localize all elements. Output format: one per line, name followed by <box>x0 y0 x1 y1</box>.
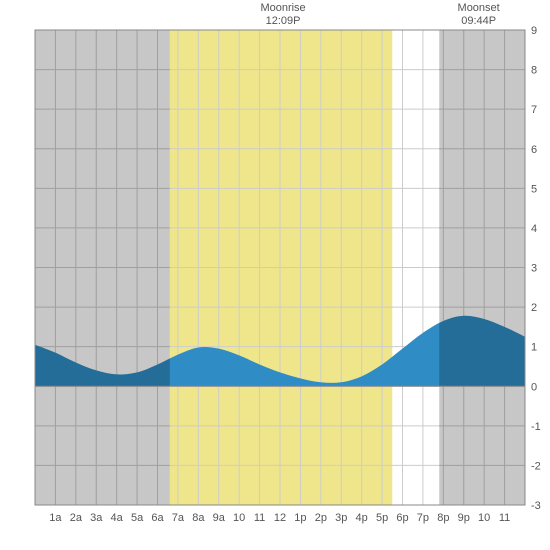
svg-text:3p: 3p <box>335 512 347 524</box>
svg-text:6a: 6a <box>151 512 164 524</box>
tide-chart: -3-2-101234567891a2a3a4a5a6a7a8a9a101112… <box>0 0 550 550</box>
chart-svg: -3-2-101234567891a2a3a4a5a6a7a8a9a101112… <box>0 0 550 550</box>
svg-text:6: 6 <box>531 144 537 156</box>
svg-text:4a: 4a <box>111 512 124 524</box>
svg-text:12: 12 <box>274 512 286 524</box>
svg-text:4: 4 <box>531 223 537 235</box>
svg-text:3: 3 <box>531 263 537 275</box>
moonrise-title: Moonrise <box>253 2 313 15</box>
moonrise-time: 12:09P <box>253 15 313 28</box>
svg-text:8: 8 <box>531 65 537 77</box>
svg-text:9: 9 <box>531 25 537 37</box>
svg-text:0: 0 <box>531 381 537 393</box>
svg-text:9p: 9p <box>458 512 470 524</box>
svg-text:3a: 3a <box>90 512 103 524</box>
svg-text:1: 1 <box>531 342 537 354</box>
svg-text:9a: 9a <box>213 512 226 524</box>
svg-text:-2: -2 <box>531 460 541 472</box>
svg-text:-1: -1 <box>531 421 541 433</box>
svg-text:5a: 5a <box>131 512 144 524</box>
svg-text:7a: 7a <box>172 512 185 524</box>
svg-text:7: 7 <box>531 104 537 116</box>
svg-text:5p: 5p <box>376 512 388 524</box>
moonset-time: 09:44P <box>449 15 509 28</box>
svg-text:2: 2 <box>531 302 537 314</box>
svg-text:2p: 2p <box>315 512 327 524</box>
svg-text:5: 5 <box>531 183 537 195</box>
svg-text:8p: 8p <box>437 512 449 524</box>
svg-text:10: 10 <box>233 512 245 524</box>
svg-text:11: 11 <box>254 512 265 524</box>
svg-text:8a: 8a <box>192 512 205 524</box>
svg-text:1a: 1a <box>49 512 62 524</box>
moonset-label: Moonset 09:44P <box>449 2 509 28</box>
svg-text:-3: -3 <box>531 500 541 512</box>
svg-text:2a: 2a <box>70 512 83 524</box>
svg-text:1p: 1p <box>294 512 306 524</box>
svg-text:11: 11 <box>499 512 510 524</box>
svg-text:6p: 6p <box>396 512 408 524</box>
svg-text:10: 10 <box>478 512 490 524</box>
moonrise-label: Moonrise 12:09P <box>253 2 313 28</box>
svg-text:7p: 7p <box>417 512 429 524</box>
moonset-title: Moonset <box>449 2 509 15</box>
svg-text:4p: 4p <box>356 512 368 524</box>
